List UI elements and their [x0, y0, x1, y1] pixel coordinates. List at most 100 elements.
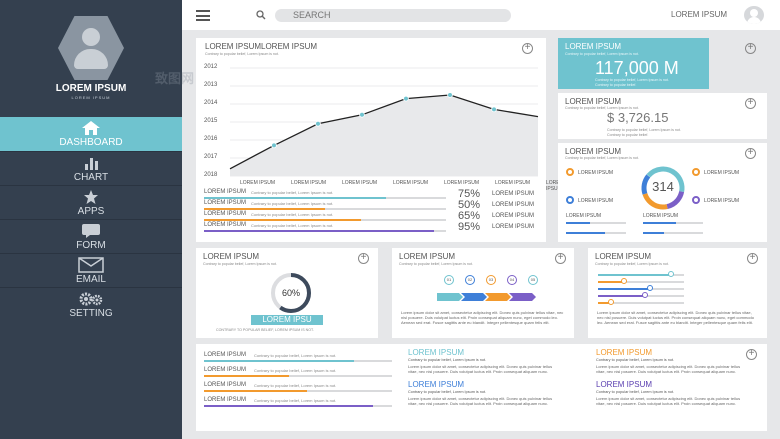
slider-handle[interactable]: [642, 292, 649, 298]
search-input[interactable]: [275, 9, 511, 22]
card-subtitle: Contrary to popular belief, Lorem Ipsum …: [595, 262, 669, 266]
progress-label: LOREM IPSUM: [204, 189, 247, 195]
sidebar-item-label: FORM: [76, 240, 106, 251]
progress-label: LOREM IPSUM: [204, 200, 247, 206]
sidebar-item-form[interactable]: FORM: [0, 219, 182, 253]
flow-step-icon: 03: [486, 275, 496, 285]
progress-bar: [204, 375, 392, 377]
block-paragraph: Lorem ipsum dolor sit amet, consectetur …: [408, 364, 553, 374]
gears-icon: [79, 292, 103, 306]
slider-track[interactable]: [598, 299, 684, 305]
flow-arrows: [437, 293, 536, 301]
donut-segment: [641, 166, 685, 210]
progress-label: LOREM IPSUM: [204, 222, 247, 228]
y-tick-label: 2018: [204, 172, 218, 178]
envelope-icon: [78, 257, 104, 273]
block-subtitle: Contrary to popular belief, Lorem Ipsum …: [596, 390, 675, 394]
stat-card-2: LOREM IPSUM Contrary to popular belief, …: [558, 93, 767, 139]
progress-percent: 65%: [458, 210, 481, 222]
slider-handle[interactable]: [620, 278, 627, 284]
add-icon[interactable]: +: [555, 253, 566, 264]
progress-sub: Contrary to popular belief, Lorem Ipsum …: [254, 353, 337, 358]
card-subtitle: Contrary to popular belief, Lorem Ipsum …: [399, 262, 473, 266]
block-paragraph: Lorem ipsum dolor sit amet, consectetur …: [408, 396, 553, 406]
stat-caption: Contrary to popular belief, Lorem Ipsum …: [607, 128, 681, 132]
legend-bar: [566, 232, 626, 234]
menu-icon[interactable]: [196, 10, 210, 21]
user-name[interactable]: LOREM IPSUM: [671, 10, 728, 19]
add-icon[interactable]: +: [747, 253, 758, 264]
progress-fill: [204, 230, 434, 232]
legend-ring-icon: [566, 168, 574, 176]
legend-label: LOREM IPSUM: [704, 170, 740, 176]
stat-value: 117,000 M: [595, 58, 679, 78]
add-icon[interactable]: +: [745, 148, 756, 159]
slider-track[interactable]: [598, 271, 684, 277]
slider-track[interactable]: [598, 285, 684, 291]
profile-name: LOREM IPSUM: [55, 83, 127, 94]
block-title: LOREM IPSUM: [408, 380, 465, 389]
legend-label: LOREM IPSUM: [566, 213, 602, 219]
progress-sub: Contrary to popular belief, Lorem Ipsum …: [251, 212, 334, 217]
sidebar-item-label: SETTING: [69, 308, 113, 319]
progress-percent: 95%: [458, 221, 481, 233]
search-icon[interactable]: [256, 10, 266, 20]
speech-bubble-icon: [82, 224, 100, 238]
add-icon[interactable]: +: [746, 349, 757, 360]
slider-handle[interactable]: [668, 271, 675, 277]
flow-step-icon: 02: [465, 275, 475, 285]
data-point: [403, 95, 409, 102]
sidebar-item-label: DASHBOARD: [59, 137, 123, 148]
data-point: [447, 92, 453, 98]
slider-handle[interactable]: [646, 285, 653, 291]
progress-sub: Contrary to popular belief, Lorem Ipsum …: [251, 201, 334, 206]
sidebar-item-chart[interactable]: CHART: [0, 151, 182, 185]
stat-caption-2: Contrary to popular belief.: [595, 83, 637, 87]
slider-track[interactable]: [598, 278, 684, 284]
user-avatar-icon[interactable]: [744, 6, 764, 24]
sidebar-item-label: EMAIL: [75, 274, 106, 285]
sidebar-item-apps[interactable]: APPS: [0, 185, 182, 219]
add-icon[interactable]: +: [745, 98, 756, 109]
bar-chart-icon: [85, 158, 98, 170]
legend-ring-icon: [692, 168, 700, 176]
block-subtitle: Contrary to popular belief, Lorem Ipsum …: [408, 390, 487, 394]
add-icon[interactable]: +: [358, 253, 369, 264]
data-point: [315, 121, 321, 127]
card-title: LOREM IPSUM: [565, 147, 622, 156]
progress-fill: [204, 375, 289, 377]
donut-chart: [641, 166, 685, 210]
flow-step-icon: 04: [507, 275, 517, 285]
gauge-card: LOREM IPSUM Contrary to popular belief, …: [196, 248, 378, 338]
slider-track[interactable]: [598, 292, 684, 298]
main-chart-card: LOREM IPSUM LOREM IPSUM Contrary to popul…: [196, 38, 564, 242]
sidebar-item-label: APPS: [77, 206, 105, 217]
sidebar-item-dashboard[interactable]: DASHBOARD: [0, 117, 182, 151]
y-tick-label: 2014: [204, 100, 218, 106]
sidebar-item-setting[interactable]: SETTING: [0, 287, 182, 321]
y-tick-label: 2017: [204, 154, 218, 160]
x-tick-label: LOREM IPSUM: [342, 180, 378, 186]
add-icon[interactable]: +: [522, 43, 533, 54]
progress-sub: Contrary to popular belief, Lorem Ipsum …: [254, 383, 337, 388]
watermark-logo: 致图网: [155, 71, 195, 86]
legend-label: LOREM IPSUM: [578, 198, 614, 204]
gauge-chart: [271, 273, 311, 313]
profile-subtitle: LOREM IPSUM: [71, 95, 111, 100]
progress-percent: 75%: [458, 188, 481, 200]
card-subtitle: Contrary to popular belief, Lorem Ipsum …: [203, 262, 277, 266]
block-subtitle: Contrary to popular belief, Lorem Ipsum …: [408, 358, 487, 362]
progress-caption: LOREM IPSUM: [492, 202, 535, 208]
donut-card: LOREM IPSUM Contrary to popular belief, …: [558, 143, 767, 242]
add-icon[interactable]: +: [745, 43, 756, 54]
card-subtitle: Contrary to popular belief, Lorem Ipsum …: [565, 106, 639, 110]
progress-label: LOREM IPSUM: [204, 352, 247, 358]
profile: LOREM IPSUM LOREM IPSUM: [0, 0, 182, 116]
progress-caption: LOREM IPSUM: [492, 224, 535, 230]
progress-fill: [204, 360, 355, 362]
progress-bar: [204, 219, 446, 221]
progress-sub: Contrary to popular belief, Lorem Ipsum …: [251, 190, 334, 195]
slider-handle[interactable]: [607, 299, 614, 305]
sidebar-item-email[interactable]: EMAIL: [0, 253, 182, 287]
progress-sub: Contrary to popular belief, Lorem Ipsum …: [251, 223, 334, 228]
